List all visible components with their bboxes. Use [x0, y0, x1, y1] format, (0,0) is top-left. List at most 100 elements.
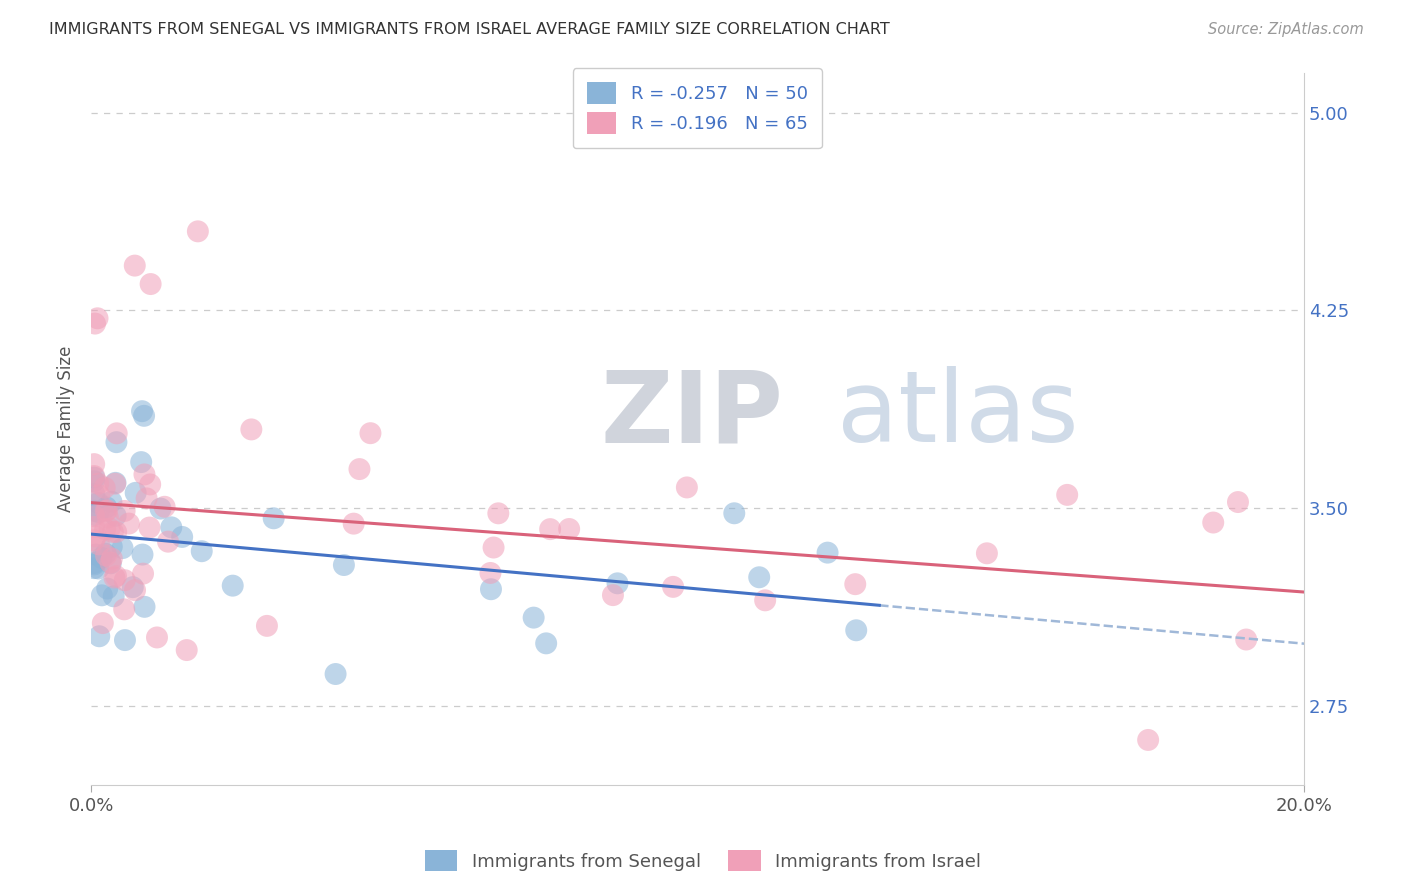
Point [172, 530, 194, 544]
Point [89, 629, 111, 643]
Point [83, 556, 105, 570]
Point [94, 547, 117, 561]
Point [359, 426, 381, 441]
Point [124, 486, 146, 500]
Point [83, 469, 105, 483]
Point [240, 422, 263, 436]
Point [976, 546, 998, 560]
Point [84, 317, 107, 331]
Point [132, 566, 155, 581]
Point [83, 471, 105, 485]
Point [94, 549, 117, 563]
Point [112, 602, 135, 616]
Legend: Immigrants from Senegal, Immigrants from Israel: Immigrants from Senegal, Immigrants from… [418, 843, 988, 879]
Point [83, 509, 105, 524]
Point [176, 643, 198, 657]
Point [676, 480, 699, 494]
Text: Source: ZipAtlas.com: Source: ZipAtlas.com [1208, 22, 1364, 37]
Point [96, 500, 118, 515]
Point [105, 435, 128, 450]
Legend: R = -0.257   N = 50, R = -0.196   N = 65: R = -0.257 N = 50, R = -0.196 N = 65 [572, 68, 823, 148]
Text: ZIP: ZIP [600, 367, 783, 463]
Point [98, 556, 121, 570]
Point [105, 524, 128, 539]
Point [91, 616, 114, 631]
Point [139, 277, 162, 291]
Point [558, 522, 581, 536]
Point [101, 540, 124, 554]
Point [486, 506, 509, 520]
Point [84, 529, 107, 543]
Point [94, 522, 117, 536]
Point [146, 631, 169, 645]
Point [132, 409, 155, 423]
Point [83, 504, 105, 518]
Point [93, 481, 115, 495]
Point [1056, 488, 1078, 502]
Point [138, 520, 160, 534]
Point [83, 520, 105, 534]
Point [104, 475, 127, 490]
Point [479, 566, 502, 580]
Point [482, 541, 505, 555]
Point [754, 593, 776, 607]
Point [96, 503, 118, 517]
Point [187, 224, 209, 238]
Point [83, 457, 105, 471]
Point [101, 524, 124, 539]
Point [333, 558, 356, 572]
Y-axis label: Average Family Size: Average Family Size [58, 346, 75, 512]
Point [343, 516, 366, 531]
Point [96, 582, 118, 596]
Point [121, 580, 143, 594]
Point [723, 506, 745, 520]
Point [98, 522, 121, 536]
Point [84, 548, 107, 562]
Point [534, 636, 557, 650]
Point [523, 610, 546, 624]
Point [103, 571, 125, 585]
Point [153, 500, 176, 514]
Point [118, 516, 141, 531]
Point [114, 633, 136, 648]
Point [129, 455, 152, 469]
Point [1234, 632, 1257, 647]
Point [87, 476, 110, 491]
Point [844, 577, 866, 591]
Point [86, 311, 108, 326]
Text: IMMIGRANTS FROM SENEGAL VS IMMIGRANTS FROM ISRAEL AVERAGE FAMILY SIZE CORRELATIO: IMMIGRANTS FROM SENEGAL VS IMMIGRANTS FR… [49, 22, 890, 37]
Point [1137, 733, 1160, 747]
Point [157, 534, 180, 549]
Point [105, 569, 128, 583]
Point [139, 477, 162, 491]
Point [256, 619, 278, 633]
Point [83, 533, 105, 548]
Point [94, 504, 117, 518]
Point [662, 580, 685, 594]
Point [131, 404, 153, 418]
Point [83, 561, 105, 575]
Point [83, 508, 105, 522]
Point [817, 546, 839, 560]
Point [104, 476, 127, 491]
Point [349, 462, 371, 476]
Point [538, 522, 561, 536]
Point [325, 667, 347, 681]
Point [87, 561, 110, 575]
Point [1226, 495, 1249, 509]
Point [606, 576, 628, 591]
Point [87, 505, 110, 519]
Point [90, 588, 112, 602]
Point [134, 599, 156, 614]
Point [845, 624, 868, 638]
Point [101, 551, 124, 566]
Point [149, 501, 172, 516]
Point [222, 579, 245, 593]
Point [100, 494, 122, 508]
Point [83, 474, 105, 488]
Point [131, 548, 153, 562]
Point [114, 573, 136, 587]
Point [103, 590, 125, 604]
Point [602, 588, 624, 602]
Point [100, 557, 122, 571]
